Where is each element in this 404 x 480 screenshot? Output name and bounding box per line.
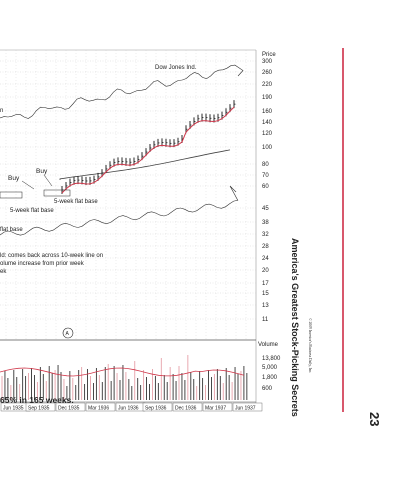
circle-marker	[62, 327, 74, 339]
price-tick-label: 80	[262, 162, 269, 168]
price-axis-title: Price	[262, 52, 276, 58]
price-tick-label: 20	[262, 268, 269, 274]
base-box	[0, 191, 23, 199]
volume-average-line	[0, 367, 245, 377]
price-tick-label: 24	[262, 256, 269, 262]
volume-tick-label: 5,000	[262, 365, 278, 371]
note-line: ek	[0, 269, 7, 275]
note-line: ld: comes back across 10-week line on	[0, 253, 103, 259]
dow-jones-line	[0, 64, 244, 119]
price-tick-label: 140	[262, 120, 273, 126]
base-label: 5-week flat base	[10, 208, 54, 214]
date-tick-label: Mar 1936	[88, 406, 109, 412]
volume-tick-label: 13,800	[262, 356, 281, 362]
date-tick-label: Dec 1935	[58, 406, 80, 412]
date-tick-box	[172, 402, 203, 412]
volume-tick-label: 600	[262, 386, 273, 392]
buy-pointer	[43, 174, 53, 187]
price-tick-label: 17	[262, 281, 269, 287]
copyright-notice: © 2009 Investor's Business Daily, Inc.	[308, 318, 312, 374]
base-label: flat base	[0, 227, 23, 233]
base-label: 5-week flat base	[54, 199, 98, 205]
page-number: 23	[367, 412, 382, 427]
price-tick-label: 15	[262, 291, 269, 297]
price-tick-label: 28	[262, 244, 269, 250]
buy-pointer	[21, 180, 35, 190]
date-tick-box	[232, 402, 263, 412]
chart-caption: 65% in 165 weeks.	[0, 395, 74, 405]
price-tick-label: 100	[262, 145, 273, 151]
buy-label: Buy	[8, 175, 20, 182]
date-tick-label: Jun 1935	[3, 406, 24, 412]
running-head-title: America's Greatest Stock-Picking Secrets	[290, 238, 300, 417]
ten-week-line	[61, 106, 235, 194]
dow-jones-label: Dow Jones Ind.	[155, 65, 197, 71]
circle-marker-label: A	[66, 331, 70, 337]
price-tick-label: 45	[262, 206, 269, 212]
date-tick-box	[55, 402, 86, 412]
price-tick-label: 13	[262, 303, 269, 309]
date-tick-label: Mar 1937	[205, 406, 226, 412]
date-tick-box	[25, 402, 56, 412]
date-tick-box	[202, 402, 233, 412]
date-tick-label: Dec 1936	[175, 406, 197, 412]
relative-strength-line	[0, 185, 239, 236]
date-tick-box	[142, 402, 173, 412]
date-tick-label: Jun 1936	[118, 406, 139, 412]
price-tick-label: 190	[262, 95, 273, 101]
price-tick-label: 300	[262, 59, 273, 65]
date-tick-label: Sep 1936	[145, 406, 167, 412]
date-tick-box	[85, 402, 116, 412]
price-tick-label: 260	[262, 70, 273, 76]
annotation-fragment: n	[0, 108, 3, 114]
moving-average-line	[59, 149, 231, 180]
date-tick-label: Sep 1935	[28, 406, 50, 412]
price-tick-label: 38	[262, 220, 269, 226]
buy-label: Buy	[36, 168, 48, 175]
price-tick-label: 70	[262, 173, 269, 179]
price-tick-label: 220	[262, 82, 273, 88]
volume-axis-title: Volume	[258, 342, 279, 348]
date-tick-label: Jun 1937	[235, 406, 256, 412]
price-tick-label: 32	[262, 232, 269, 238]
price-tick-label: 120	[262, 131, 273, 137]
note-line: olume increase from prior week	[0, 261, 85, 267]
price-tick-label: 60	[262, 184, 269, 190]
price-tick-label: 11	[262, 317, 269, 323]
price-tick-label: 160	[262, 109, 273, 115]
volume-tick-label: 1,800	[262, 375, 278, 381]
base-box	[43, 189, 71, 197]
